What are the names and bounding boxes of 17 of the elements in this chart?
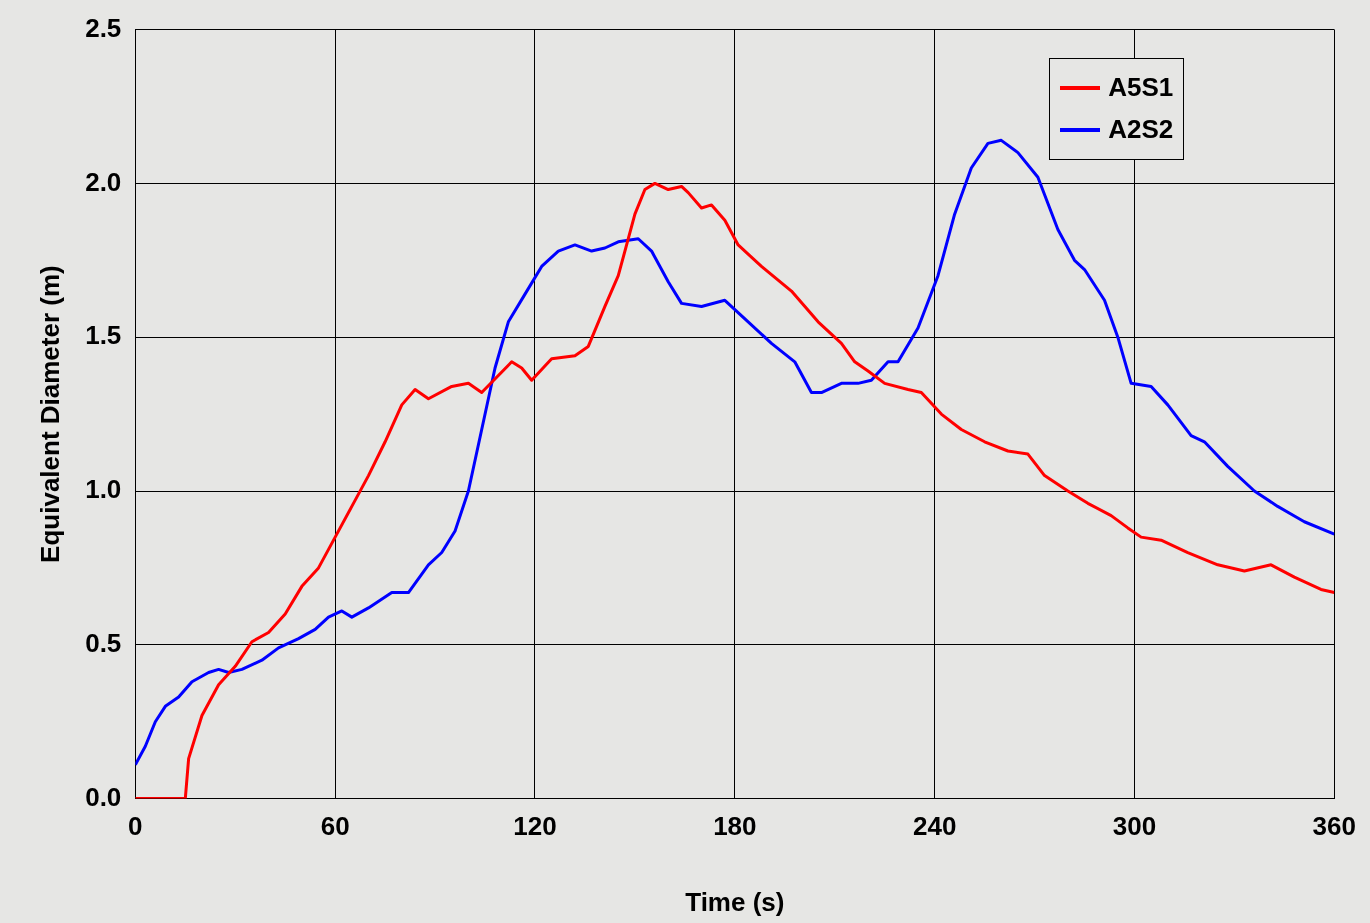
y-tick-label: 1.5	[85, 320, 122, 351]
y-tick-label: 1.0	[85, 474, 122, 505]
y-tick-label: 2.0	[85, 166, 122, 197]
x-tick-label: 240	[912, 811, 957, 842]
legend-label: A5S1	[1108, 72, 1174, 104]
x-tick-label: 0	[128, 811, 143, 842]
y-tick-label: 0.0	[85, 781, 122, 812]
x-axis-title: Time (s)	[685, 886, 785, 917]
x-tick-label: 360	[1312, 811, 1357, 842]
y-tick-label: 0.5	[85, 627, 122, 658]
legend-label: A2S2	[1108, 114, 1174, 146]
y-tick-label: 2.5	[85, 12, 122, 43]
x-tick-label: 120	[513, 811, 557, 842]
y-axis-title: Equivalent Diameter (m)	[34, 265, 65, 563]
x-tick-label: 180	[713, 811, 757, 842]
x-tick-label: 300	[1112, 811, 1157, 842]
x-tick-label: 60	[320, 811, 350, 842]
